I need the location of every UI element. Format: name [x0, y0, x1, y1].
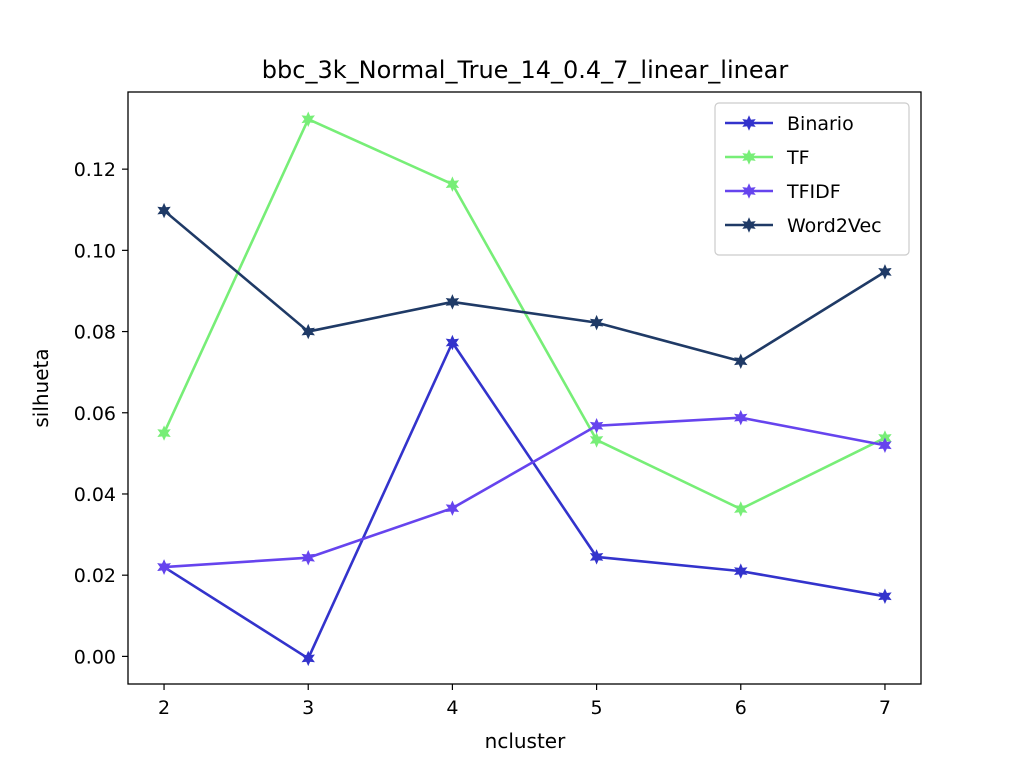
data-point [734, 409, 748, 426]
series-line [163, 416, 886, 569]
legend-item: TFIDF [725, 181, 841, 203]
y-tick-label: 0.08 [74, 322, 116, 344]
series-layer [157, 111, 892, 667]
series-word2vec [157, 202, 892, 369]
legend-label: TFIDF [786, 181, 841, 203]
legend-item: Word2Vec [725, 215, 882, 237]
data-point [878, 437, 892, 453]
y-tick-label: 0.06 [74, 403, 116, 425]
data-point [445, 500, 460, 516]
legend-label: TF [786, 147, 810, 169]
data-point [157, 425, 171, 441]
data-point [734, 353, 748, 369]
legend-marker [742, 217, 756, 233]
series-tfidf [157, 409, 892, 575]
data-point [878, 264, 892, 280]
data-point [301, 549, 315, 566]
legend-label: Word2Vec [787, 215, 882, 237]
chart-title: bbc_3k_Normal_True_14_0.4_7_linear_linea… [262, 56, 789, 84]
x-tick-label: 7 [879, 697, 891, 719]
x-tick-label: 3 [302, 697, 314, 719]
plot-frame [127, 91, 922, 685]
x-tick-label: 2 [158, 697, 170, 719]
data-point [301, 111, 315, 127]
legend-box [714, 102, 910, 256]
y-axis-title: silhueta [29, 348, 53, 427]
legend-marker [742, 149, 756, 165]
y-tick-label: 0.04 [74, 484, 116, 506]
data-point [445, 294, 460, 310]
legend-marker [742, 115, 756, 131]
y-axis: 0.00 0.02 0.04 0.06 0.08 0.10 0.12 [74, 159, 128, 668]
x-axis: 2 3 4 5 6 7 [158, 684, 891, 719]
series-line [163, 209, 886, 363]
legend-item: TF [725, 147, 810, 169]
y-tick-label: 0.02 [74, 565, 116, 587]
data-point [589, 418, 604, 434]
data-point [734, 501, 748, 517]
data-point [589, 314, 604, 331]
legend-item: Binario [725, 113, 854, 135]
data-point [589, 432, 604, 448]
series-line [163, 341, 886, 660]
data-point [445, 176, 460, 192]
x-tick-label: 5 [591, 697, 603, 719]
data-point [445, 334, 460, 351]
y-tick-label: 0.12 [74, 159, 116, 181]
y-tick-label: 0.10 [74, 240, 116, 262]
data-point [301, 323, 315, 340]
legend: Binario TF TFIDF Word2Vec [714, 102, 910, 256]
data-point [157, 559, 171, 575]
series-binario [157, 334, 892, 667]
legend-label: Binario [787, 113, 854, 135]
data-point [734, 563, 748, 579]
x-axis-title: ncluster [485, 729, 566, 753]
data-point [878, 588, 892, 605]
data-point [301, 650, 315, 667]
x-tick-label: 6 [735, 697, 747, 719]
y-tick-label: 0.00 [74, 646, 116, 668]
data-point [157, 202, 171, 219]
x-tick-label: 4 [446, 697, 458, 719]
legend-marker [742, 183, 756, 199]
data-point [589, 549, 604, 565]
